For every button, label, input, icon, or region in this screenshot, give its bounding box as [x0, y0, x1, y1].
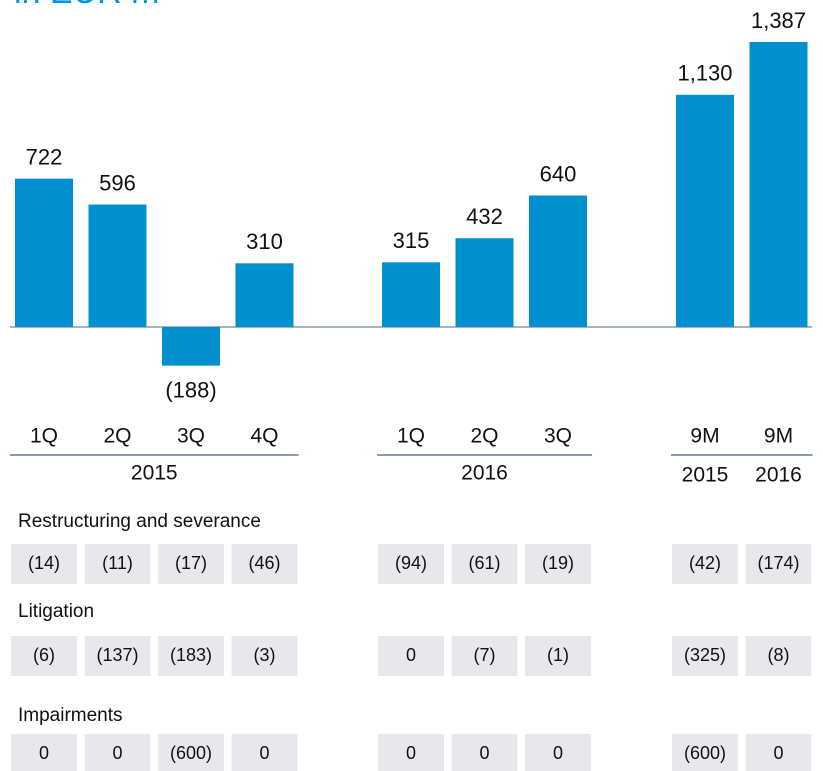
cell: 0 [406, 743, 416, 763]
x-tick-label: 9M [764, 425, 793, 448]
cell: 0 [479, 743, 489, 763]
x-tick-label: 2Q [470, 425, 498, 448]
cell: (7) [474, 645, 496, 665]
cell-box [84, 544, 151, 584]
cell-box [11, 544, 77, 584]
cell-box [84, 636, 151, 676]
cell: (6) [33, 645, 55, 665]
row-label: Impairments [18, 705, 123, 726]
cell: (19) [542, 553, 574, 573]
cell: (325) [684, 645, 726, 665]
bar [235, 263, 294, 327]
cell-box [231, 636, 298, 676]
cell: (600) [170, 743, 212, 763]
value-label: 315 [393, 228, 430, 253]
cell: 0 [39, 743, 49, 763]
cell: (183) [170, 645, 212, 665]
cell-box [158, 734, 224, 771]
cell-box [378, 636, 444, 676]
value-label: 596 [99, 170, 136, 195]
cell-box [745, 544, 812, 584]
group-label: 2015 [682, 464, 729, 487]
bar [15, 178, 73, 327]
cell-box [11, 636, 77, 676]
bar [382, 262, 440, 327]
cell: (42) [689, 553, 721, 573]
cell-box [745, 636, 812, 676]
cell-box [231, 734, 298, 771]
bar [455, 238, 514, 327]
group-label: 2015 [131, 462, 178, 485]
cell-box [378, 544, 444, 584]
cell-box [451, 544, 518, 584]
chart-title: in EUR m [14, 0, 159, 11]
cell-box [672, 636, 738, 676]
cell: (600) [684, 743, 726, 763]
row-label: Litigation [18, 601, 94, 622]
value-label: 722 [26, 144, 63, 169]
cell: (3) [254, 645, 276, 665]
bar [676, 94, 734, 327]
bar [529, 195, 587, 327]
bar [749, 42, 808, 327]
x-tick-label: 3Q [544, 425, 572, 448]
value-label: 1,130 [677, 61, 732, 86]
x-tick-label: 4Q [250, 425, 278, 448]
cell: (14) [28, 553, 60, 573]
cell: (46) [248, 553, 280, 573]
cell: (1) [547, 645, 569, 665]
cell-box [525, 636, 591, 676]
cell: (94) [395, 553, 427, 573]
x-tick-label: 1Q [397, 425, 425, 448]
cell-box [745, 734, 812, 771]
cell: 0 [553, 743, 563, 763]
cell-box [451, 734, 518, 771]
cell: 0 [773, 743, 783, 763]
group-label: 2016 [755, 464, 802, 487]
cell: 0 [112, 743, 122, 763]
cell: 0 [406, 645, 416, 665]
value-label: 640 [540, 161, 577, 186]
cell-box [84, 734, 151, 771]
cell: (174) [757, 553, 799, 573]
cell-box [231, 544, 298, 584]
value-label: 432 [466, 204, 503, 229]
x-tick-label: 9M [690, 425, 719, 448]
cell: (11) [102, 553, 133, 573]
row-label: Restructuring and severance [18, 511, 261, 532]
x-tick-label: 3Q [177, 425, 205, 448]
cell-box [11, 734, 77, 771]
cell: 0 [259, 743, 269, 763]
value-label: 310 [246, 229, 283, 254]
value-label: 1,387 [751, 8, 806, 33]
group-label: 2016 [461, 462, 508, 485]
cell: (137) [96, 645, 138, 665]
cell-box [525, 734, 591, 771]
cell-box [525, 544, 591, 584]
cell-box [158, 544, 224, 584]
cell: (17) [175, 553, 207, 573]
x-tick-label: 2Q [103, 425, 131, 448]
cell: (61) [468, 553, 500, 573]
cell-box [451, 636, 518, 676]
bar [162, 327, 220, 366]
cell-box [672, 734, 738, 771]
cell-box [378, 734, 444, 771]
cell-box [158, 636, 224, 676]
x-tick-label: 1Q [30, 425, 58, 448]
bar [88, 204, 147, 327]
cell: (8) [768, 645, 790, 665]
cell-box [672, 544, 738, 584]
value-label: (188) [165, 377, 216, 402]
